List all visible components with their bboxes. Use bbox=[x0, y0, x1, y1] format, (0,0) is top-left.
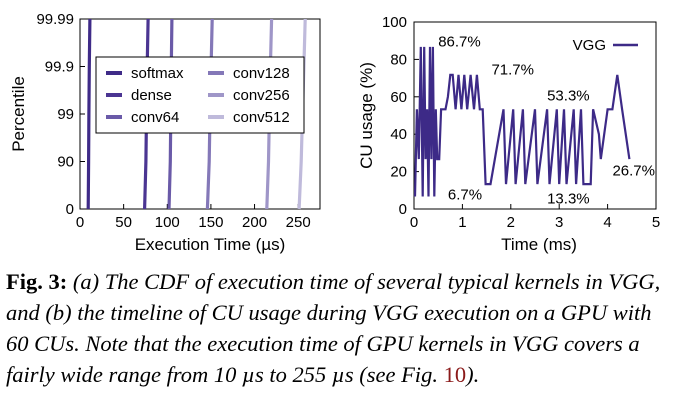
caption-figure-ref[interactable]: 10 bbox=[443, 362, 467, 387]
cu-y-tick-label: 80 bbox=[390, 51, 407, 68]
cu-y-tick-label: 60 bbox=[390, 89, 407, 106]
cdf-chart: 0 50 100 150 200 250 0 90 99 99.9 99.99 Execution T… bbox=[9, 11, 321, 254]
cu-annotation: 6.7% bbox=[448, 187, 482, 204]
cu-series-VGG bbox=[413, 46, 631, 197]
cdf-legend-label-dense: dense bbox=[131, 87, 172, 104]
cu-annotation: 71.7% bbox=[491, 61, 534, 78]
cdf-legend-label-conv128: conv128 bbox=[233, 65, 290, 82]
cu-x-tick-label: 3 bbox=[555, 214, 563, 231]
cdf-x-tick-label: 50 bbox=[115, 214, 132, 231]
cdf-y-tick-label: 99.99 bbox=[36, 11, 74, 28]
cu-plot-frame bbox=[413, 21, 657, 210]
cu-x-tick-label: 2 bbox=[507, 214, 515, 231]
cdf-y-tick-label: 99 bbox=[57, 106, 74, 123]
cu-y-tick-label: 40 bbox=[390, 126, 407, 143]
cu-x-tick-label: 0 bbox=[410, 214, 418, 231]
cdf-x-tick-label: 0 bbox=[76, 214, 84, 231]
cu-annotation: 86.7% bbox=[438, 33, 481, 50]
cdf-legend-box bbox=[95, 56, 305, 134]
cu-y-tick-label: 20 bbox=[390, 164, 407, 181]
cu-x-tick-label: 1 bbox=[458, 214, 466, 231]
caption-text-end: ). bbox=[466, 362, 480, 387]
cu-annotation: 13.3% bbox=[547, 190, 590, 207]
cdf-x-tick-label: 150 bbox=[198, 214, 223, 231]
cdf-legend-label-conv256: conv256 bbox=[233, 87, 290, 104]
cu-x-tick-label: 5 bbox=[652, 214, 660, 231]
cdf-legend-label-conv512: conv512 bbox=[233, 109, 290, 126]
cu-y-axis-label: CU usage (%) bbox=[357, 62, 376, 169]
caption-label: Fig. 3: bbox=[6, 269, 68, 294]
cdf-y-tick-label: 0 bbox=[66, 201, 74, 218]
cu-legend-label: VGG bbox=[573, 37, 606, 54]
cdf-y-tick-label: 99.9 bbox=[45, 59, 74, 76]
cu-annotation: 53.3% bbox=[547, 88, 590, 105]
cu-annotation: 26.7% bbox=[612, 162, 655, 179]
cu-x-axis-label: Time (ms) bbox=[501, 235, 577, 254]
cdf-legend-label-conv64: conv64 bbox=[131, 109, 179, 126]
cdf-x-tick-label: 250 bbox=[286, 214, 311, 231]
cdf-x-axis-label: Execution Time (µs) bbox=[135, 235, 286, 254]
cdf-x-tick-label: 200 bbox=[242, 214, 267, 231]
cdf-y-tick-label: 90 bbox=[57, 154, 74, 171]
cu-y-tick-label: 100 bbox=[382, 14, 407, 31]
cdf-legend-label-softmax: softmax bbox=[131, 65, 184, 82]
cdf-y-axis-label: Percentile bbox=[9, 76, 28, 152]
cu-usage-chart: 0 1 2 3 4 5 0 20 40 60 80 100 Time (ms) CU usage (%) V… bbox=[357, 14, 660, 254]
figure-caption: Fig. 3: (a) The CDF of execution time of… bbox=[6, 266, 670, 390]
cdf-x-tick-label: 100 bbox=[155, 214, 180, 231]
cu-x-tick-label: 4 bbox=[603, 214, 611, 231]
cu-y-tick-label: 0 bbox=[399, 201, 407, 218]
cdf-series-softmax bbox=[86, 18, 92, 210]
caption-text: (a) The CDF of execution time of several… bbox=[6, 269, 661, 387]
